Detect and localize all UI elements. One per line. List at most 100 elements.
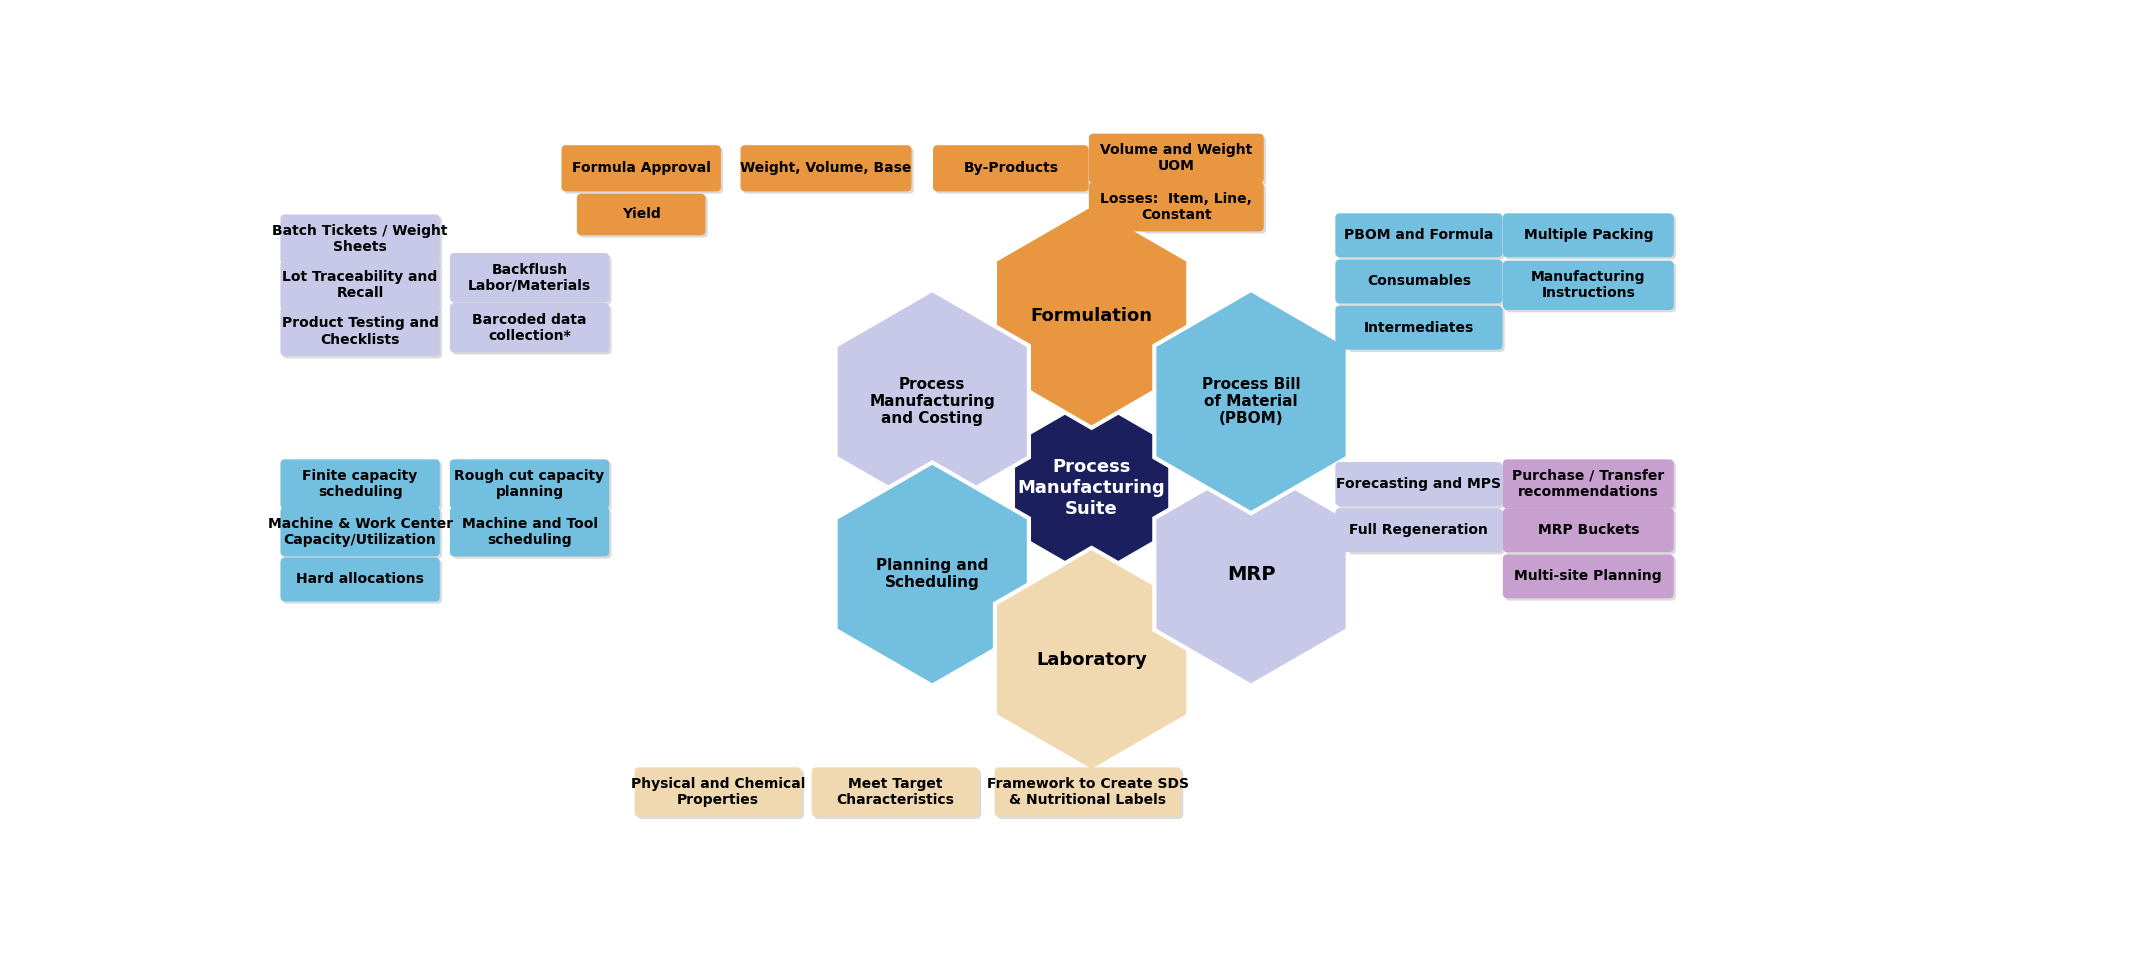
- FancyBboxPatch shape: [564, 148, 724, 194]
- Polygon shape: [986, 423, 1061, 478]
- Text: Batch Tickets / Weight
Sheets: Batch Tickets / Weight Sheets: [273, 224, 447, 254]
- FancyBboxPatch shape: [1338, 308, 1504, 352]
- FancyBboxPatch shape: [449, 303, 609, 353]
- Text: Meet Target
Characteristics: Meet Target Characteristics: [837, 777, 954, 807]
- FancyBboxPatch shape: [1088, 133, 1263, 183]
- FancyBboxPatch shape: [1091, 136, 1265, 185]
- FancyBboxPatch shape: [283, 560, 443, 604]
- FancyBboxPatch shape: [743, 148, 914, 194]
- FancyBboxPatch shape: [1506, 215, 1676, 260]
- Text: Volume and Weight
UOM: Volume and Weight UOM: [1101, 143, 1252, 173]
- FancyBboxPatch shape: [452, 462, 611, 511]
- Text: Machine and Tool
scheduling: Machine and Tool scheduling: [462, 517, 599, 547]
- Polygon shape: [986, 497, 1061, 553]
- Text: Process
Manufacturing
and Costing: Process Manufacturing and Costing: [869, 377, 995, 427]
- Text: Consumables: Consumables: [1367, 274, 1472, 289]
- FancyBboxPatch shape: [1338, 262, 1504, 305]
- FancyBboxPatch shape: [449, 507, 609, 556]
- Polygon shape: [1078, 532, 1105, 606]
- Polygon shape: [995, 205, 1189, 428]
- FancyBboxPatch shape: [997, 770, 1184, 819]
- FancyBboxPatch shape: [283, 309, 443, 358]
- Polygon shape: [1123, 423, 1197, 478]
- Text: Machine & Work Center
Capacity/Utilization: Machine & Work Center Capacity/Utilizati…: [268, 517, 454, 547]
- Text: PBOM and Formula: PBOM and Formula: [1344, 228, 1493, 242]
- Text: Product Testing and
Checklists: Product Testing and Checklists: [281, 317, 439, 347]
- FancyBboxPatch shape: [283, 263, 443, 312]
- Text: Purchase / Transfer
recommendations: Purchase / Transfer recommendations: [1512, 469, 1664, 499]
- Polygon shape: [1154, 290, 1348, 513]
- Text: Process Bill
of Material
(PBOM): Process Bill of Material (PBOM): [1201, 377, 1299, 427]
- FancyBboxPatch shape: [1504, 508, 1674, 553]
- Text: Backflush
Labor/Materials: Backflush Labor/Materials: [469, 263, 592, 293]
- FancyBboxPatch shape: [814, 770, 982, 819]
- Text: Barcoded data
collection*: Barcoded data collection*: [473, 313, 586, 343]
- Polygon shape: [1123, 497, 1197, 553]
- FancyBboxPatch shape: [812, 767, 980, 816]
- FancyBboxPatch shape: [935, 148, 1091, 194]
- FancyBboxPatch shape: [1504, 213, 1674, 257]
- Text: Finite capacity
scheduling: Finite capacity scheduling: [302, 469, 417, 499]
- Polygon shape: [995, 548, 1189, 771]
- FancyBboxPatch shape: [452, 255, 611, 304]
- FancyBboxPatch shape: [452, 509, 611, 558]
- FancyBboxPatch shape: [577, 194, 705, 236]
- FancyBboxPatch shape: [1504, 554, 1674, 598]
- Text: Full Regeneration: Full Regeneration: [1350, 524, 1489, 537]
- FancyBboxPatch shape: [1506, 263, 1676, 312]
- FancyBboxPatch shape: [1504, 460, 1674, 509]
- Text: Losses:  Item, Line,
Constant: Losses: Item, Line, Constant: [1101, 191, 1252, 222]
- Polygon shape: [835, 290, 1029, 513]
- Text: MRP Buckets: MRP Buckets: [1538, 524, 1638, 537]
- FancyBboxPatch shape: [1336, 305, 1502, 350]
- FancyBboxPatch shape: [449, 253, 609, 302]
- Text: Hard allocations: Hard allocations: [296, 573, 424, 586]
- FancyBboxPatch shape: [281, 214, 439, 264]
- FancyBboxPatch shape: [281, 307, 439, 356]
- Text: Process
Manufacturing
Suite: Process Manufacturing Suite: [1018, 458, 1165, 518]
- FancyBboxPatch shape: [1336, 260, 1502, 303]
- FancyBboxPatch shape: [281, 261, 439, 310]
- Text: Manufacturing
Instructions: Manufacturing Instructions: [1531, 270, 1646, 300]
- Text: Laboratory: Laboratory: [1035, 650, 1148, 668]
- Polygon shape: [1014, 397, 1169, 579]
- FancyBboxPatch shape: [281, 507, 439, 556]
- FancyBboxPatch shape: [281, 460, 439, 509]
- Text: Multi-site Planning: Multi-site Planning: [1514, 569, 1661, 583]
- FancyBboxPatch shape: [995, 767, 1180, 816]
- FancyBboxPatch shape: [1506, 556, 1676, 601]
- FancyBboxPatch shape: [1091, 185, 1265, 234]
- FancyBboxPatch shape: [1338, 215, 1504, 260]
- Polygon shape: [835, 463, 1029, 686]
- Text: Forecasting and MPS: Forecasting and MPS: [1336, 477, 1502, 491]
- Text: By-Products: By-Products: [963, 161, 1059, 175]
- FancyBboxPatch shape: [1506, 462, 1676, 511]
- FancyBboxPatch shape: [562, 145, 720, 191]
- FancyBboxPatch shape: [283, 216, 443, 266]
- FancyBboxPatch shape: [637, 770, 803, 819]
- Text: Planning and
Scheduling: Planning and Scheduling: [875, 558, 988, 590]
- Text: Weight, Volume, Base: Weight, Volume, Base: [741, 161, 912, 175]
- FancyBboxPatch shape: [1338, 511, 1504, 554]
- FancyBboxPatch shape: [933, 145, 1088, 191]
- FancyBboxPatch shape: [283, 462, 443, 511]
- FancyBboxPatch shape: [281, 557, 439, 602]
- FancyBboxPatch shape: [741, 145, 912, 191]
- FancyBboxPatch shape: [1338, 465, 1504, 508]
- Text: Framework to Create SDS
& Nutritional Labels: Framework to Create SDS & Nutritional La…: [986, 777, 1189, 807]
- FancyBboxPatch shape: [579, 196, 707, 238]
- Text: Multiple Packing: Multiple Packing: [1523, 228, 1653, 242]
- FancyBboxPatch shape: [1088, 183, 1263, 232]
- FancyBboxPatch shape: [1336, 213, 1502, 257]
- Text: Rough cut capacity
planning: Rough cut capacity planning: [454, 469, 605, 499]
- FancyBboxPatch shape: [1506, 511, 1676, 554]
- FancyBboxPatch shape: [283, 509, 443, 558]
- FancyBboxPatch shape: [449, 460, 609, 509]
- FancyBboxPatch shape: [1336, 508, 1502, 553]
- Text: MRP: MRP: [1227, 564, 1276, 583]
- FancyBboxPatch shape: [452, 305, 611, 355]
- FancyBboxPatch shape: [1336, 462, 1502, 506]
- Polygon shape: [1154, 463, 1348, 686]
- Text: Intermediates: Intermediates: [1363, 321, 1474, 334]
- Text: Physical and Chemical
Properties: Physical and Chemical Properties: [630, 777, 805, 807]
